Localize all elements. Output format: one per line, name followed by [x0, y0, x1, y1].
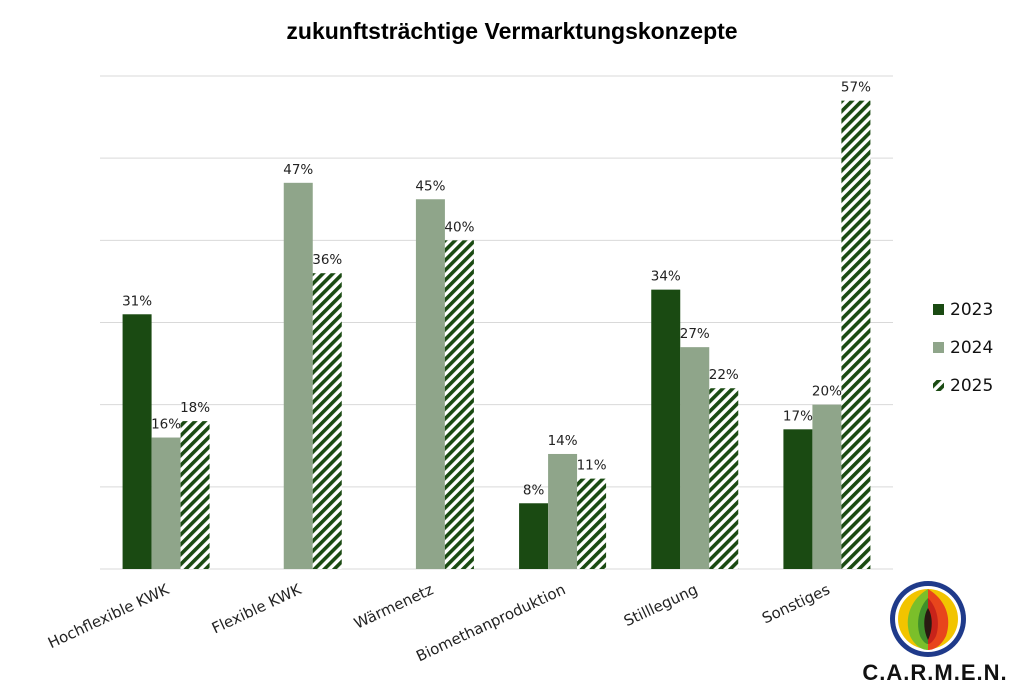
logo-text: C.A.R.M.E.N. [862, 660, 1008, 685]
bar-2024 [283, 182, 313, 570]
data-label: 16% [151, 417, 181, 433]
legend-swatch-2023 [933, 304, 944, 315]
data-label: 14% [548, 433, 578, 449]
data-label: 27% [680, 326, 710, 342]
data-label: 45% [415, 178, 445, 194]
carmen-logo-icon [890, 581, 966, 657]
data-label: 17% [783, 408, 813, 424]
category-label: Biomethanproduktion [413, 580, 568, 665]
legend-swatch-2024 [933, 342, 944, 353]
data-label: 57% [841, 80, 871, 96]
data-label: 20% [812, 384, 842, 400]
bar-2025 [180, 421, 210, 569]
bar-2025 [444, 240, 474, 570]
chart-title: zukunftsträchtige Vermarktungskonzepte [286, 18, 738, 44]
bar-2023 [122, 314, 152, 569]
category-label: Hochflexible KWK [45, 580, 173, 652]
category-label: Sonstiges [759, 580, 833, 627]
data-label: 8% [523, 482, 545, 498]
data-label: 18% [180, 400, 210, 416]
legend-label-2024: 2024 [950, 338, 993, 358]
data-label: 34% [651, 269, 681, 285]
bar-2024 [812, 404, 842, 569]
category-label: Flexible KWK [209, 580, 305, 638]
data-label: 47% [283, 162, 313, 178]
gridlines [100, 75, 893, 570]
legend-label-2023: 2023 [950, 300, 993, 320]
bar-2023 [783, 429, 813, 569]
data-label: 36% [312, 252, 342, 268]
legend-label-2025: 2025 [950, 376, 993, 396]
bar-2024 [680, 347, 710, 569]
carmen-logo: C.A.R.M.E.N. [850, 578, 1020, 690]
bar-2025 [312, 273, 342, 569]
bars [122, 100, 871, 570]
bar-2025 [841, 100, 871, 570]
bar-2025 [709, 388, 739, 569]
category-labels: Hochflexible KWK Flexible KWK WärmenetzBio… [45, 580, 833, 665]
bar-2024 [151, 437, 181, 569]
data-label: 40% [444, 219, 474, 235]
bar-2024 [548, 453, 578, 569]
value-labels: 31% 16%18% 47% 36% 45% 40% 8% 14% 11% 34% 27% 22% 17… [122, 80, 871, 499]
category-label: Wärmenetz [351, 580, 436, 632]
legend: 2023 2024 2025 [933, 300, 993, 396]
data-label: 22% [709, 367, 739, 383]
category-label: Stilllegung [621, 580, 701, 630]
bar-2025 [577, 478, 607, 569]
data-label: 31% [122, 293, 152, 309]
data-label: 11% [577, 458, 607, 474]
bar-2023 [651, 289, 681, 569]
bar-2024 [415, 199, 445, 569]
bar-2023 [519, 503, 549, 569]
legend-swatch-2025 [933, 380, 944, 391]
